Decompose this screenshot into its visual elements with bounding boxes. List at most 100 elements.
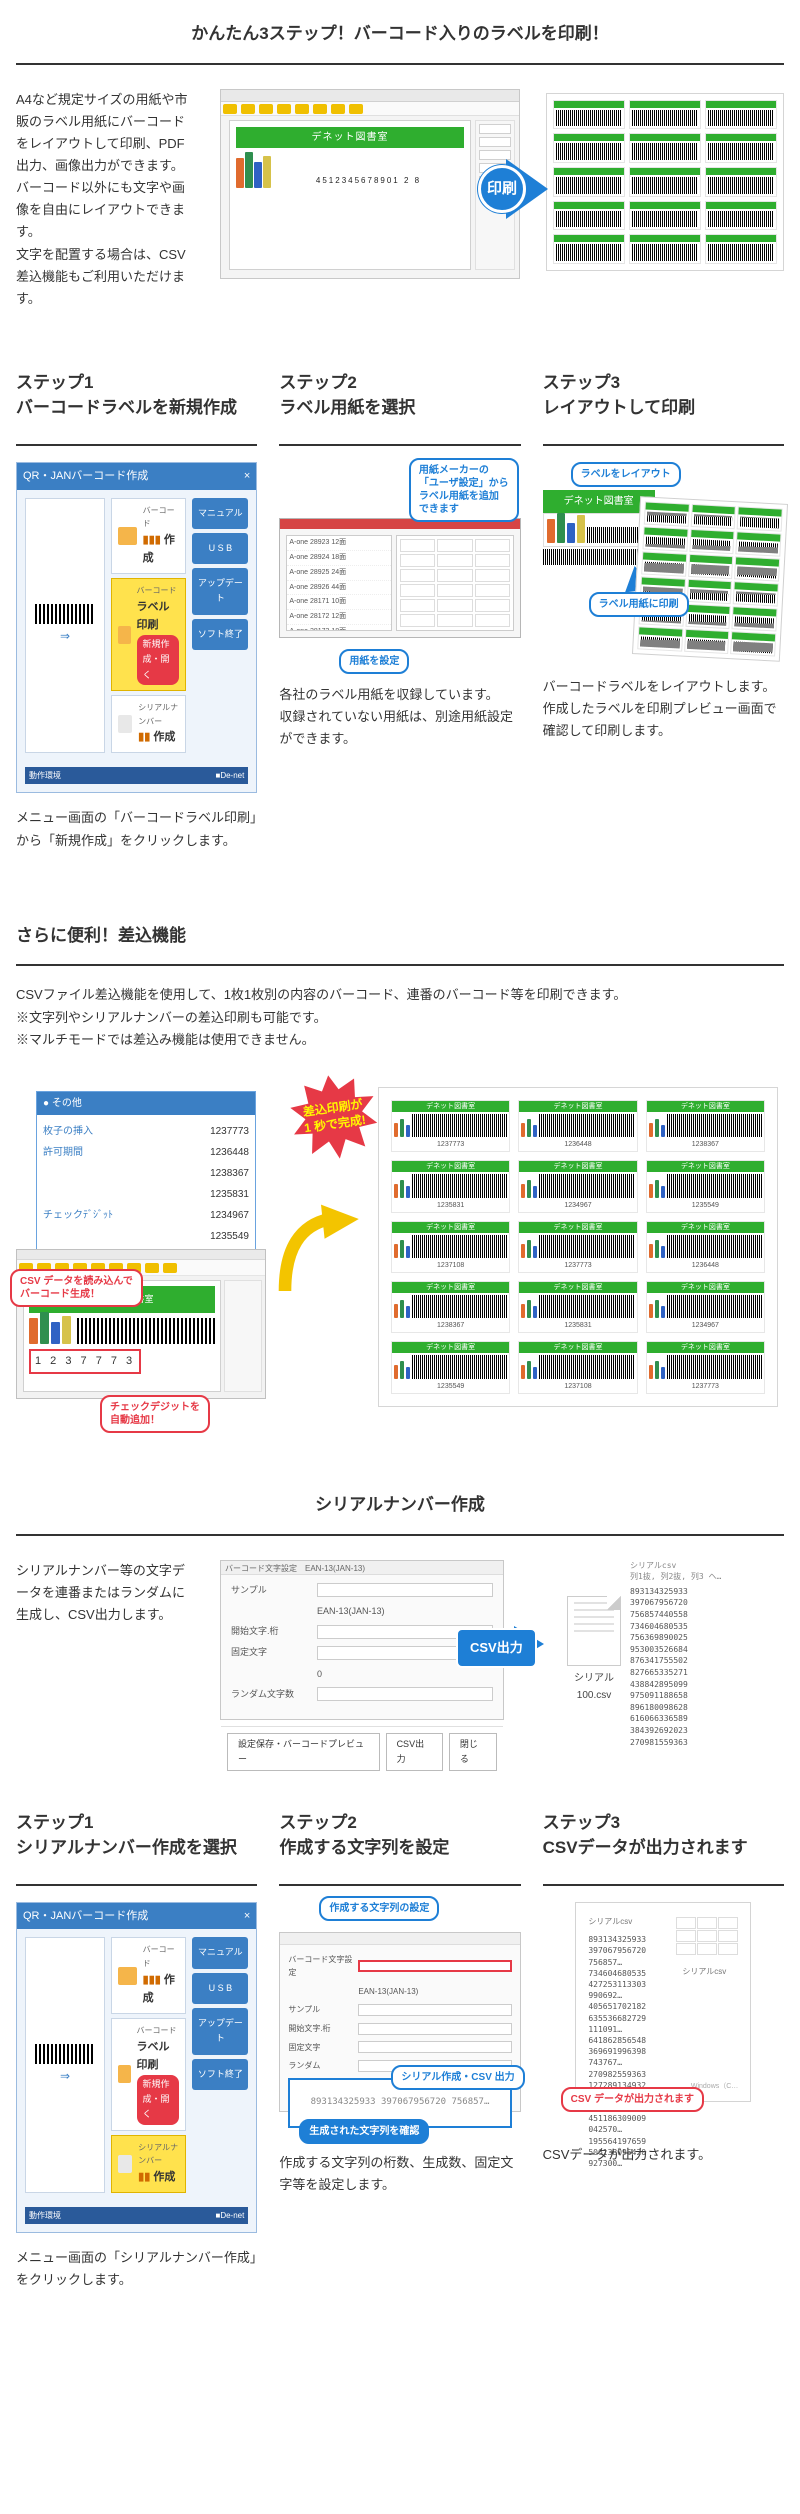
thumbnail-grid bbox=[676, 1917, 738, 1955]
paper-select-dialog: A-one 28923 12面A-one 28924 18面A-one 2892… bbox=[279, 518, 520, 638]
menu-sub: シリアルナンバー bbox=[138, 2141, 179, 2168]
barcode-number: 4512345678901 2 8 bbox=[273, 174, 464, 188]
footer-left: 動作環境 bbox=[29, 769, 61, 783]
print-badge-text: 印刷 bbox=[478, 165, 526, 213]
intro-line: バーコード以外にも文字や画像を自由にレイアウトできます。 bbox=[16, 177, 196, 243]
side-manual[interactable]: マニュアル bbox=[192, 498, 248, 529]
menu-btn-create[interactable]: バーコード▮▮▮ 作成 bbox=[111, 498, 186, 575]
menu-sub: バーコード bbox=[137, 2024, 180, 2038]
section2-body: CSVファイル差込機能を使用して、1枚1枚別の内容のバーコード、連番のバーコード… bbox=[16, 984, 784, 1050]
bubble-confirm: 生成された文字列を確認 bbox=[299, 2119, 429, 2144]
dlg-btn-csv[interactable]: CSV出力 bbox=[386, 1733, 443, 1772]
books-icon bbox=[236, 152, 271, 188]
csv-file-icon: シリアル100.csv bbox=[562, 1596, 626, 1704]
app-window-mock: デネット図書室 4512345678901 bbox=[220, 89, 520, 279]
barcode-icon bbox=[118, 1967, 137, 1985]
arrow-icon: ⇒ bbox=[60, 626, 70, 646]
window-title: QR・JANバーコード作成 bbox=[23, 1907, 148, 1926]
numbers-header: シリアルcsv 列1抜, 列2抜, 列3 ヘ… bbox=[630, 1560, 780, 1583]
footer-left: 動作環境 bbox=[29, 2209, 61, 2223]
step2b-image: 作成する文字列の設定 バーコード文字設定 EAN-13(JAN-13) サンプル… bbox=[279, 1902, 520, 2138]
menu-btn-serial[interactable]: シリアルナンバー▮▮ 作成 bbox=[111, 695, 186, 753]
section3-intro-text: シリアルナンバー等の文字データを連番またはランダムに生成し、CSV出力します。 bbox=[16, 1560, 196, 1626]
dlg-label: バーコード文字設定 bbox=[288, 1953, 354, 1980]
serial-numbers-list: シリアルcsv 列1抜, 列2抜, 列3 ヘ… 8931343259333970… bbox=[630, 1560, 780, 1748]
printed-sheet-small bbox=[632, 496, 788, 662]
menu-btn-serial[interactable]: シリアルナンバー▮▮ 作成 bbox=[111, 2135, 186, 2193]
new-open-pill: 新規作成・開く bbox=[137, 635, 180, 685]
side-update[interactable]: アップデート bbox=[192, 568, 248, 615]
csv-doc-mock: シリアルcsv 893134325933397067956720756857…7… bbox=[575, 1902, 751, 2102]
printed-sheet-large: デネット図書室1237773デネット図書室1236448デネット図書室12383… bbox=[378, 1087, 778, 1407]
printed-sheet bbox=[546, 93, 784, 271]
dlg-btn-close[interactable]: 閉じる bbox=[449, 1733, 497, 1772]
bubble-serial-csv: シリアル作成・CSV 出力 bbox=[391, 2065, 524, 2090]
bubble-print-to-paper: ラベル用紙に印刷 bbox=[589, 592, 689, 617]
menu-sub: バーコード bbox=[143, 1943, 180, 1970]
file-name: シリアル100.csv bbox=[562, 1670, 626, 1704]
footer-right: ■De-net bbox=[215, 2209, 244, 2223]
bubble-set-paper: 用紙を設定 bbox=[339, 649, 409, 674]
step-label: ステップ2 bbox=[279, 1810, 520, 1836]
section1-intro-text: A4など規定サイズの用紙や市販のラベル用紙にバーコードをレイアウトして印刷、PD… bbox=[16, 89, 196, 310]
menu-main: ラベル印刷 bbox=[137, 2038, 180, 2075]
csv-output-arrow: CSV出力 bbox=[456, 1628, 537, 1668]
side-update[interactable]: アップデート bbox=[192, 2008, 248, 2055]
menu-btn-label-print[interactable]: バーコード ラベル印刷 新規作成・開く bbox=[111, 578, 186, 691]
step2b-body: 作成する文字列の桁数、生成数、固定文字等を設定します。 bbox=[279, 2152, 520, 2196]
side-usb[interactable]: U S B bbox=[192, 533, 248, 564]
step1: ステップ1 バーコードラベルを新規作成 QR・JANバーコード作成 × bbox=[16, 370, 257, 852]
section3-intro: シリアルナンバー等の文字データを連番またはランダムに生成し、CSV出力します。 … bbox=[16, 1560, 784, 1750]
menu-main: 作成 bbox=[153, 2171, 175, 2183]
menu-main: ラベル印刷 bbox=[137, 598, 180, 635]
step3-image: ラベルをレイアウト デネット図書室 ラベル用紙に印刷 bbox=[543, 462, 784, 662]
step1b: ステップ1 シリアルナンバー作成を選択 QR・JANバーコード作成 × bbox=[16, 1810, 257, 2292]
dlg-label: 固定文字 bbox=[288, 2041, 354, 2055]
step1b-body: メニュー画面の「シリアルナンバー作成」をクリックします。 bbox=[16, 2247, 257, 2291]
step1-image: QR・JANバーコード作成 × ⇒ bbox=[16, 462, 257, 794]
paper-list[interactable]: A-one 28923 12面A-one 28924 18面A-one 2892… bbox=[286, 535, 392, 631]
bubble-paper-maker: 用紙メーカーの 「ユーザ設定」から ラベル用紙を追加 できます bbox=[409, 458, 519, 522]
section2-heading: さらに便利！差込機能 bbox=[16, 922, 784, 967]
barcode-icon bbox=[118, 527, 137, 545]
section3-heading: シリアルナンバー作成 bbox=[16, 1491, 784, 1536]
step2-body: 各社のラベル用紙を収録しています。 bbox=[279, 684, 520, 706]
window-title: QR・JANバーコード作成 bbox=[23, 467, 148, 486]
side-exit[interactable]: ソフト終了 bbox=[192, 2059, 248, 2090]
barcode-number-boxed: 1 2 3 7 7 7 3 bbox=[29, 1349, 141, 1374]
bubble-checkdigit: チェックデジットを 自動追加！ bbox=[100, 1395, 210, 1433]
menu-btn-create[interactable]: バーコード▮▮▮ 作成 bbox=[111, 1937, 186, 2014]
intro-line: A4など規定サイズの用紙や市販のラベル用紙にバーコードをレイアウトして印刷、PD… bbox=[16, 89, 196, 177]
scanner-icon bbox=[118, 715, 132, 733]
bubble-layout-label: ラベルをレイアウト bbox=[571, 462, 681, 487]
step-title: バーコードラベルを新規作成 bbox=[16, 395, 257, 421]
bubble-csv-read: CSV データを読み込んで バーコード生成！ bbox=[10, 1269, 143, 1307]
dlg-label: ランダム bbox=[288, 2059, 354, 2073]
step3b: ステップ3 CSVデータが出力されます シリアルcsv 893134325933… bbox=[543, 1810, 784, 2292]
barcode-icon bbox=[118, 626, 131, 644]
steps-row-2: ステップ1 シリアルナンバー作成を選択 QR・JANバーコード作成 × bbox=[16, 1810, 784, 2292]
step2: ステップ2 ラベル用紙を選択 用紙メーカーの 「ユーザ設定」から ラベル用紙を追… bbox=[279, 370, 520, 852]
bubble-csv-output: CSV データが出力されます bbox=[561, 2087, 704, 2112]
step-title: ラベル用紙を選択 bbox=[279, 395, 520, 421]
side-manual[interactable]: マニュアル bbox=[192, 1937, 248, 1968]
serial-number-illustration: バーコード文字設定 EAN-13(JAN-13) サンプルEAN-13(JAN-… bbox=[220, 1560, 784, 1750]
barcode-icon bbox=[118, 2065, 131, 2083]
step-label: ステップ3 bbox=[543, 1810, 784, 1836]
preview-pane: ⇒ bbox=[25, 1937, 105, 2192]
dlg-btn-preview[interactable]: 設定保存・バーコードプレビュー bbox=[227, 1733, 380, 1772]
menu-sub: シリアルナンバー bbox=[138, 701, 179, 728]
step-title: 作成する文字列を設定 bbox=[279, 1835, 520, 1861]
section2-line: ※マルチモードでは差込み機能は使用できません。 bbox=[16, 1029, 784, 1051]
step-label: ステップ2 bbox=[279, 370, 520, 396]
side-exit[interactable]: ソフト終了 bbox=[192, 619, 248, 650]
step3b-image: シリアルcsv 893134325933397067956720756857…7… bbox=[543, 1902, 784, 2130]
section1-illustration: デネット図書室 4512345678901 bbox=[220, 89, 784, 279]
new-open-pill: 新規作成・開く bbox=[137, 2075, 180, 2125]
step1b-image: QR・JANバーコード作成 × ⇒ bbox=[16, 1902, 257, 2234]
sashikomi-illustration: ● その他 枚子の挿入1237773許可期間123644812383671235… bbox=[16, 1081, 784, 1421]
menu-btn-label-print[interactable]: バーコードラベル印刷 新規作成・開く bbox=[111, 2018, 186, 2131]
side-usb[interactable]: U S B bbox=[192, 1973, 248, 2004]
dlg-label: 開始文字.桁 bbox=[288, 2022, 354, 2036]
steps-row-1: ステップ1 バーコードラベルを新規作成 QR・JANバーコード作成 × bbox=[16, 370, 784, 852]
